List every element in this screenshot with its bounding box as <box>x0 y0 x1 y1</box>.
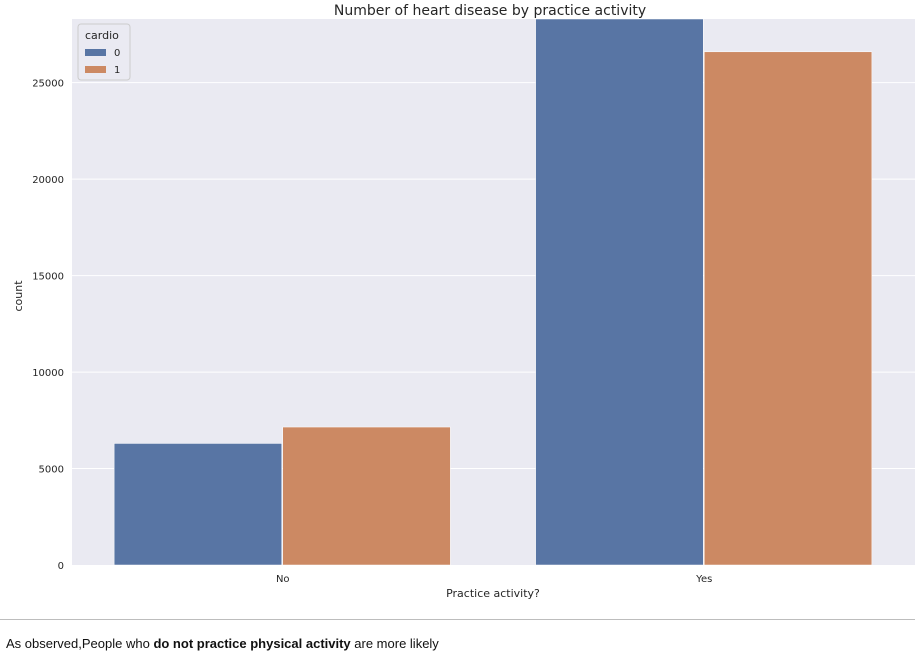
bar-yes-cardio-0 <box>535 18 704 566</box>
legend-swatch-cardio-0 <box>85 49 106 56</box>
note-bold: do not practice physical activity <box>153 636 351 651</box>
y-ticks: 0 5000 10000 15000 20000 25000 <box>32 79 64 572</box>
bars <box>113 18 873 566</box>
observation-note: As observed,People who do not practice p… <box>6 636 439 651</box>
x-tick-label-no: No <box>276 574 290 585</box>
legend-swatch-cardio-1 <box>85 66 106 73</box>
y-tick-label: 25000 <box>32 79 64 90</box>
note-suffix: are more likely <box>350 636 439 651</box>
x-axis-label: Practice activity? <box>446 587 540 600</box>
y-tick-label: 5000 <box>39 465 64 476</box>
bar-yes-cardio-1 <box>704 51 873 566</box>
y-tick-label: 15000 <box>32 272 64 283</box>
y-tick-label: 0 <box>58 561 64 572</box>
legend-label-cardio-0: 0 <box>114 48 120 59</box>
legend-title: cardio <box>85 29 119 42</box>
legend-label-cardio-1: 1 <box>114 65 120 76</box>
x-tick-label-yes: Yes <box>695 574 712 585</box>
bar-chart: 0 5000 10000 15000 20000 25000 No Yes Number o… <box>12 3 915 600</box>
y-tick-label: 10000 <box>32 368 64 379</box>
y-axis-label: count <box>12 280 25 312</box>
bar-no-cardio-0 <box>113 443 283 566</box>
y-tick-label: 20000 <box>32 175 64 186</box>
divider <box>0 619 915 620</box>
note-prefix: As observed,People who <box>6 636 154 651</box>
bar-no-cardio-1 <box>282 426 451 566</box>
legend: cardio 0 1 <box>77 23 131 81</box>
chart-title: Number of heart disease by practice acti… <box>334 3 646 19</box>
x-ticks: No Yes <box>276 574 712 585</box>
